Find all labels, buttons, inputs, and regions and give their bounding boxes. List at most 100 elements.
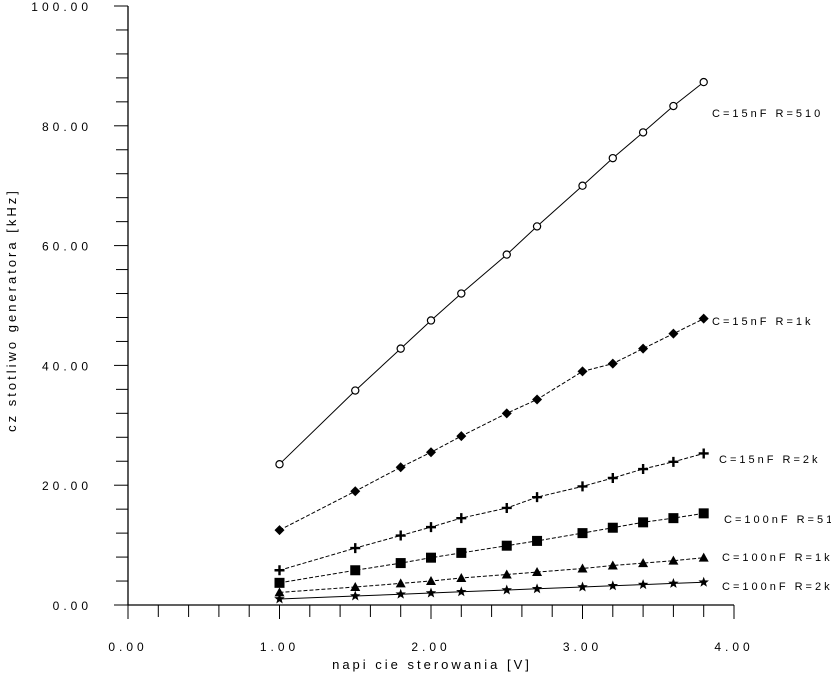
data-point bbox=[638, 464, 649, 475]
series-label: C=15nF R=510 bbox=[712, 108, 823, 120]
x-axis-label: napi cie sterowania [V] bbox=[332, 657, 532, 672]
data-point bbox=[638, 343, 649, 354]
data-point bbox=[532, 222, 542, 231]
series-label: C=15nF R=1k bbox=[712, 316, 813, 328]
data-point bbox=[395, 462, 406, 473]
data-point bbox=[456, 547, 467, 558]
data-point bbox=[274, 525, 285, 536]
data-point bbox=[607, 580, 619, 591]
data-point bbox=[456, 573, 467, 583]
data-point bbox=[501, 540, 512, 551]
data-point bbox=[607, 560, 618, 570]
series-line bbox=[279, 453, 704, 571]
data-point bbox=[425, 587, 437, 598]
data-point bbox=[668, 513, 679, 524]
data-point bbox=[637, 579, 649, 590]
data-point bbox=[668, 577, 679, 588]
data-point bbox=[395, 530, 406, 541]
x-tick-label: 2.00 bbox=[411, 640, 450, 654]
data-point bbox=[426, 522, 436, 533]
data-point bbox=[668, 555, 679, 565]
data-point bbox=[426, 576, 436, 586]
y-tick-label: 40.00 bbox=[42, 359, 92, 373]
y-tick-label: 80.00 bbox=[42, 120, 92, 134]
y-tick-label: 20.00 bbox=[42, 479, 92, 493]
data-point bbox=[274, 565, 285, 576]
data-point bbox=[501, 569, 512, 579]
data-point bbox=[426, 552, 436, 563]
x-tick-label: 1.00 bbox=[260, 640, 299, 654]
data-point bbox=[532, 567, 543, 577]
series-line bbox=[279, 557, 704, 593]
data-point bbox=[638, 558, 649, 568]
data-point bbox=[668, 456, 679, 467]
data-point bbox=[395, 578, 406, 588]
data-point bbox=[698, 508, 709, 519]
data-point bbox=[456, 431, 467, 442]
series-label: C=15nF R=2k bbox=[719, 454, 820, 466]
data-point bbox=[638, 517, 649, 528]
data-point bbox=[577, 528, 588, 539]
series-5: C=100nF R=1k bbox=[274, 552, 831, 597]
data-point bbox=[502, 250, 511, 259]
data-point bbox=[608, 153, 618, 163]
data-point bbox=[577, 481, 588, 492]
data-point bbox=[395, 558, 406, 569]
data-point bbox=[396, 344, 405, 353]
data-point bbox=[350, 582, 361, 592]
series-line bbox=[279, 318, 704, 531]
data-point bbox=[532, 535, 543, 546]
data-point bbox=[501, 502, 512, 513]
data-point bbox=[501, 408, 512, 419]
data-point bbox=[532, 492, 543, 503]
data-point bbox=[350, 565, 361, 576]
data-point bbox=[698, 576, 709, 587]
series-1: C=15nF R=510 bbox=[275, 77, 823, 469]
data-point bbox=[274, 587, 285, 597]
series-label: C=100nF R=510 bbox=[724, 514, 831, 526]
data-point bbox=[638, 128, 648, 137]
data-point bbox=[457, 289, 466, 298]
data-point bbox=[698, 313, 709, 324]
data-point bbox=[350, 590, 361, 601]
y-tick-label: 60.00 bbox=[42, 240, 92, 254]
data-point bbox=[350, 486, 361, 497]
y-tick-label: 100.00 bbox=[31, 0, 92, 14]
data-point bbox=[578, 181, 587, 190]
data-point bbox=[351, 386, 360, 395]
data-point bbox=[698, 552, 709, 562]
data-point bbox=[275, 460, 284, 469]
data-point bbox=[531, 583, 543, 594]
series-line bbox=[279, 512, 704, 584]
x-tick-label: 4.00 bbox=[714, 640, 753, 654]
series-2: C=15nF R=1k bbox=[274, 313, 813, 536]
series-line bbox=[279, 581, 704, 600]
series-layer: C=15nF R=510 C=15nF R=1k C=15nF R=2k C=100n… bbox=[274, 77, 831, 604]
data-point bbox=[607, 473, 618, 484]
series-6: C=100nF R=2k bbox=[274, 576, 831, 604]
series-3: C=15nF R=2k bbox=[274, 448, 820, 576]
data-point bbox=[274, 593, 285, 604]
y-tick-label: 0.00 bbox=[53, 599, 92, 613]
series-label: C=100nF R=2k bbox=[722, 581, 831, 593]
data-point bbox=[698, 448, 709, 459]
data-point bbox=[532, 394, 543, 405]
data-point bbox=[501, 584, 512, 595]
data-point bbox=[577, 366, 588, 377]
data-point bbox=[607, 522, 618, 533]
data-point bbox=[395, 588, 406, 599]
x-tick-label: 0.00 bbox=[108, 640, 147, 654]
data-point bbox=[699, 77, 708, 87]
data-point bbox=[669, 101, 678, 111]
data-point bbox=[274, 577, 285, 588]
data-point bbox=[456, 513, 467, 524]
series-4: C=100nF R=510 bbox=[274, 508, 831, 588]
data-point bbox=[350, 543, 361, 554]
data-point bbox=[426, 316, 436, 325]
series-line bbox=[279, 81, 705, 465]
data-point bbox=[668, 328, 679, 339]
series-label: C=100nF R=1k bbox=[722, 552, 831, 564]
data-point bbox=[607, 358, 618, 369]
x-tick-label: 3.00 bbox=[563, 640, 602, 654]
